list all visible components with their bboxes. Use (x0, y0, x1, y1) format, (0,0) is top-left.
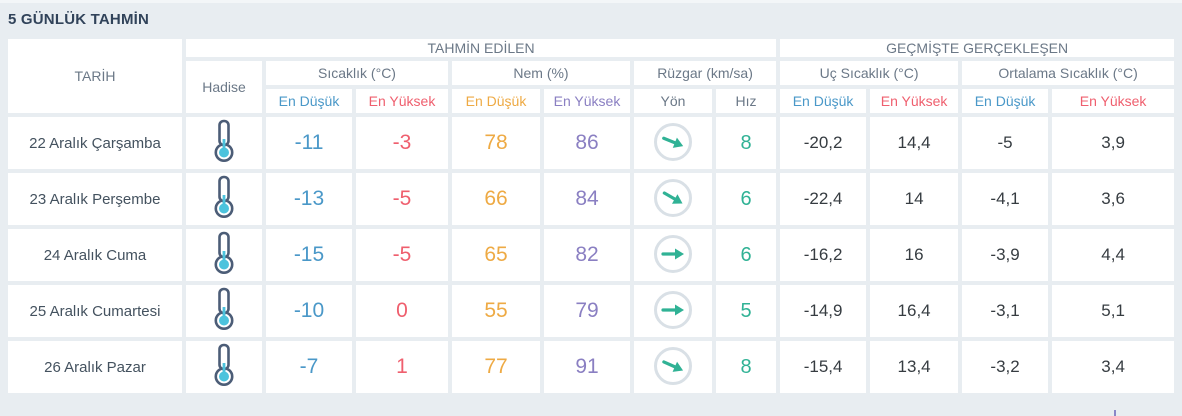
event-cell (186, 341, 262, 393)
header-temperature: Sıcaklık (°C) (266, 61, 448, 85)
avg-max-cell: 3,4 (1052, 341, 1175, 393)
header-avg-min: En Düşük (962, 89, 1049, 113)
date-cell: 23 Aralık Perşembe (8, 173, 182, 225)
header-avg-temp: Ortalama Sıcaklık (°C) (962, 61, 1175, 85)
wind-direction-cell (634, 285, 712, 337)
avg-min-cell: -3,2 (962, 341, 1049, 393)
event-cell (186, 285, 262, 337)
header-ext-min: En Düşük (780, 89, 867, 113)
wind-speed-cell: 8 (716, 117, 777, 169)
humidity-max-cell: 82 (544, 229, 630, 281)
humidity-min-cell: 78 (452, 117, 540, 169)
ext-min-cell: -22,4 (780, 173, 867, 225)
event-cell (186, 173, 262, 225)
table-row: 23 Aralık Perşembe -13 -5 66 84 (8, 173, 1175, 225)
header-wind: Rüzgar (km/sa) (634, 61, 777, 85)
header-humidity-max: En Yüksek (544, 89, 630, 113)
header-humidity: Nem (%) (452, 61, 630, 85)
humidity-max-cell: 91 (544, 341, 630, 393)
avg-min-cell: -5 (962, 117, 1049, 169)
avg-max-cell: 3,9 (1052, 117, 1175, 169)
ext-min-cell: -15,4 (780, 341, 867, 393)
wind-direction-icon (654, 347, 692, 385)
date-cell: 25 Aralık Cumartesi (8, 285, 182, 337)
wind-direction-icon (654, 291, 692, 329)
header-avg-max: En Yüksek (1052, 89, 1175, 113)
header-past: GEÇMİŞTE GERÇEKLEŞEN (780, 39, 1175, 57)
thermometer-icon (212, 287, 236, 331)
ext-max-cell: 14 (870, 173, 959, 225)
top-divider (0, 0, 1182, 3)
ext-max-cell: 14,4 (870, 117, 959, 169)
wind-direction-icon (654, 123, 692, 161)
humidity-max-cell: 84 (544, 173, 630, 225)
header-temp-max: En Yüksek (356, 89, 448, 113)
header-wind-speed: Hız (716, 89, 777, 113)
header-ext-max: En Yüksek (870, 89, 959, 113)
header-predicted: TAHMİN EDİLEN (186, 39, 777, 57)
thermometer-icon (212, 175, 236, 219)
temp-min-cell: -7 (266, 341, 352, 393)
page-title: 5 GÜNLÜK TAHMİN (8, 11, 150, 28)
humidity-min-cell: 77 (452, 341, 540, 393)
header-extreme-temp: Uç Sıcaklık (°C) (780, 61, 959, 85)
wind-direction-icon (654, 235, 692, 273)
table-row: 24 Aralık Cuma -15 -5 65 82 (8, 229, 1175, 281)
wind-direction-cell (634, 117, 712, 169)
wind-direction-cell (634, 173, 712, 225)
temp-max-cell: -5 (356, 173, 448, 225)
clipped-element-artifact (1114, 410, 1116, 416)
ext-min-cell: -20,2 (780, 117, 867, 169)
date-cell: 24 Aralık Cuma (8, 229, 182, 281)
thermometer-icon (212, 119, 236, 163)
ext-min-cell: -16,2 (780, 229, 867, 281)
avg-max-cell: 4,4 (1052, 229, 1175, 281)
avg-max-cell: 5,1 (1052, 285, 1175, 337)
ext-min-cell: -14,9 (780, 285, 867, 337)
avg-min-cell: -3,1 (962, 285, 1049, 337)
header-humidity-min: En Düşük (452, 89, 540, 113)
temp-max-cell: 1 (356, 341, 448, 393)
temp-max-cell: 0 (356, 285, 448, 337)
ext-max-cell: 13,4 (870, 341, 959, 393)
thermometer-icon (212, 343, 236, 387)
table-row: 22 Aralık Çarşamba -11 -3 78 86 (8, 117, 1175, 169)
avg-max-cell: 3,6 (1052, 173, 1175, 225)
table-row: 26 Aralık Pazar -7 1 77 91 (8, 341, 1175, 393)
temp-max-cell: -5 (356, 229, 448, 281)
humidity-min-cell: 55 (452, 285, 540, 337)
wind-speed-cell: 6 (716, 173, 777, 225)
event-cell (186, 229, 262, 281)
temp-min-cell: -10 (266, 285, 352, 337)
header-wind-direction: Yön (634, 89, 712, 113)
header-event: Hadise (186, 61, 262, 113)
wind-direction-cell (634, 229, 712, 281)
humidity-min-cell: 66 (452, 173, 540, 225)
wind-direction-icon (654, 179, 692, 217)
humidity-min-cell: 65 (452, 229, 540, 281)
thermometer-icon (212, 231, 236, 275)
wind-speed-cell: 5 (716, 285, 777, 337)
humidity-max-cell: 86 (544, 117, 630, 169)
event-cell (186, 117, 262, 169)
date-cell: 26 Aralık Pazar (8, 341, 182, 393)
temp-min-cell: -11 (266, 117, 352, 169)
forecast-table: TARİH TAHMİN EDİLEN GEÇMİŞTE GERÇEKLEŞEN… (4, 35, 1178, 397)
temp-min-cell: -13 (266, 173, 352, 225)
wind-direction-cell (634, 341, 712, 393)
header-temp-min: En Düşük (266, 89, 352, 113)
wind-speed-cell: 8 (716, 341, 777, 393)
ext-max-cell: 16,4 (870, 285, 959, 337)
date-cell: 22 Aralık Çarşamba (8, 117, 182, 169)
humidity-max-cell: 79 (544, 285, 630, 337)
wind-speed-cell: 6 (716, 229, 777, 281)
ext-max-cell: 16 (870, 229, 959, 281)
header-date: TARİH (8, 39, 182, 113)
table-row: 25 Aralık Cumartesi -10 0 55 79 (8, 285, 1175, 337)
avg-min-cell: -3,9 (962, 229, 1049, 281)
temp-min-cell: -15 (266, 229, 352, 281)
avg-min-cell: -4,1 (962, 173, 1049, 225)
temp-max-cell: -3 (356, 117, 448, 169)
